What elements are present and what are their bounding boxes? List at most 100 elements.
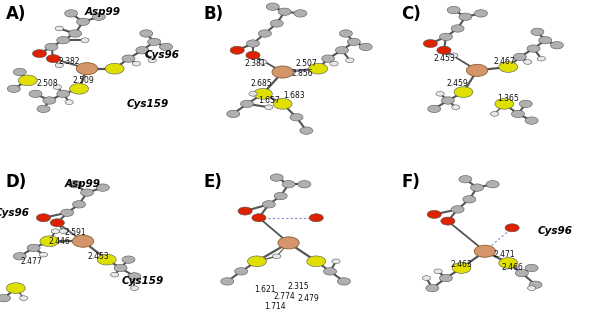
Circle shape bbox=[307, 256, 326, 267]
Text: Asp99: Asp99 bbox=[65, 179, 101, 189]
Circle shape bbox=[247, 40, 260, 47]
Circle shape bbox=[53, 85, 61, 89]
Circle shape bbox=[266, 3, 279, 10]
Circle shape bbox=[273, 254, 281, 259]
Circle shape bbox=[436, 91, 444, 96]
Circle shape bbox=[467, 64, 488, 76]
Text: 2.315: 2.315 bbox=[288, 282, 309, 291]
Circle shape bbox=[512, 110, 525, 118]
Text: Cys96: Cys96 bbox=[145, 50, 179, 60]
Text: 2.507: 2.507 bbox=[296, 59, 317, 68]
Circle shape bbox=[539, 37, 552, 44]
Circle shape bbox=[282, 181, 295, 188]
Text: C): C) bbox=[401, 5, 421, 23]
Text: 2.471: 2.471 bbox=[493, 250, 515, 259]
Circle shape bbox=[519, 100, 532, 108]
Circle shape bbox=[359, 43, 372, 51]
Circle shape bbox=[440, 274, 453, 282]
Circle shape bbox=[278, 237, 299, 249]
Circle shape bbox=[96, 184, 109, 191]
Text: Cys159: Cys159 bbox=[121, 276, 163, 286]
Circle shape bbox=[221, 278, 234, 285]
Circle shape bbox=[97, 254, 116, 265]
Circle shape bbox=[19, 296, 28, 300]
Circle shape bbox=[59, 229, 67, 233]
Circle shape bbox=[265, 105, 273, 110]
Circle shape bbox=[513, 53, 526, 61]
Text: 2.453: 2.453 bbox=[433, 54, 455, 63]
Circle shape bbox=[73, 235, 94, 247]
Circle shape bbox=[423, 40, 437, 48]
Circle shape bbox=[273, 98, 292, 109]
Circle shape bbox=[300, 127, 313, 134]
Circle shape bbox=[14, 68, 26, 76]
Circle shape bbox=[80, 189, 93, 196]
Circle shape bbox=[309, 214, 323, 222]
Circle shape bbox=[441, 97, 454, 104]
Text: 2.381: 2.381 bbox=[244, 59, 266, 68]
Text: E): E) bbox=[204, 173, 222, 191]
Circle shape bbox=[322, 55, 335, 62]
Circle shape bbox=[309, 63, 327, 74]
Circle shape bbox=[459, 176, 472, 183]
Text: Cys96: Cys96 bbox=[537, 226, 572, 236]
Text: 2.467: 2.467 bbox=[493, 58, 515, 66]
Text: 2.774: 2.774 bbox=[274, 292, 296, 301]
Circle shape bbox=[6, 283, 25, 293]
Circle shape bbox=[148, 58, 156, 63]
Circle shape bbox=[422, 276, 431, 280]
Circle shape bbox=[454, 87, 473, 97]
Circle shape bbox=[136, 47, 149, 54]
Text: B): B) bbox=[204, 5, 224, 23]
Circle shape bbox=[37, 214, 51, 222]
Text: F): F) bbox=[401, 173, 420, 191]
Circle shape bbox=[434, 269, 442, 274]
Circle shape bbox=[525, 117, 538, 124]
Circle shape bbox=[426, 284, 439, 292]
Circle shape bbox=[140, 30, 153, 37]
Text: 2.382: 2.382 bbox=[58, 58, 80, 66]
Text: 2.509: 2.509 bbox=[72, 76, 94, 85]
Text: 1.657: 1.657 bbox=[258, 96, 280, 105]
Circle shape bbox=[235, 268, 248, 275]
Circle shape bbox=[263, 201, 276, 208]
Circle shape bbox=[32, 50, 47, 58]
Circle shape bbox=[68, 30, 81, 37]
Text: 2.508: 2.508 bbox=[37, 79, 58, 88]
Circle shape bbox=[65, 100, 73, 105]
Text: 2.856: 2.856 bbox=[291, 69, 313, 78]
Circle shape bbox=[474, 10, 487, 17]
Circle shape bbox=[57, 90, 70, 97]
Circle shape bbox=[527, 45, 540, 52]
Text: Cys159: Cys159 bbox=[127, 99, 169, 109]
Circle shape bbox=[537, 56, 545, 61]
Circle shape bbox=[290, 114, 303, 121]
Circle shape bbox=[339, 30, 352, 37]
Circle shape bbox=[46, 55, 60, 63]
Circle shape bbox=[428, 105, 441, 113]
Circle shape bbox=[122, 256, 135, 263]
Circle shape bbox=[525, 264, 538, 272]
Circle shape bbox=[110, 272, 119, 277]
Circle shape bbox=[463, 196, 476, 203]
Text: 2.446: 2.446 bbox=[48, 237, 70, 246]
Circle shape bbox=[441, 217, 455, 225]
Circle shape bbox=[337, 278, 350, 285]
Text: 1.621: 1.621 bbox=[254, 285, 276, 294]
Circle shape bbox=[437, 46, 451, 54]
Circle shape bbox=[523, 60, 532, 64]
Circle shape bbox=[45, 43, 58, 51]
Circle shape bbox=[332, 259, 340, 264]
Circle shape bbox=[68, 181, 81, 188]
Text: 2.479: 2.479 bbox=[297, 294, 319, 303]
Circle shape bbox=[43, 97, 56, 104]
Circle shape bbox=[55, 63, 64, 68]
Circle shape bbox=[37, 105, 50, 113]
Circle shape bbox=[77, 18, 90, 25]
Text: 1.683: 1.683 bbox=[284, 91, 305, 100]
Circle shape bbox=[505, 224, 519, 232]
Circle shape bbox=[451, 105, 460, 110]
Circle shape bbox=[330, 61, 338, 66]
Circle shape bbox=[40, 252, 48, 257]
Text: 1.714: 1.714 bbox=[264, 302, 286, 311]
